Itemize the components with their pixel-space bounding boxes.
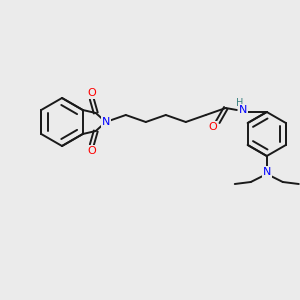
Text: N: N: [238, 105, 247, 115]
Text: O: O: [87, 146, 96, 156]
Text: N: N: [102, 117, 110, 127]
Text: O: O: [87, 88, 96, 98]
Text: O: O: [208, 122, 217, 132]
Text: H: H: [236, 98, 244, 108]
Text: N: N: [262, 167, 271, 177]
